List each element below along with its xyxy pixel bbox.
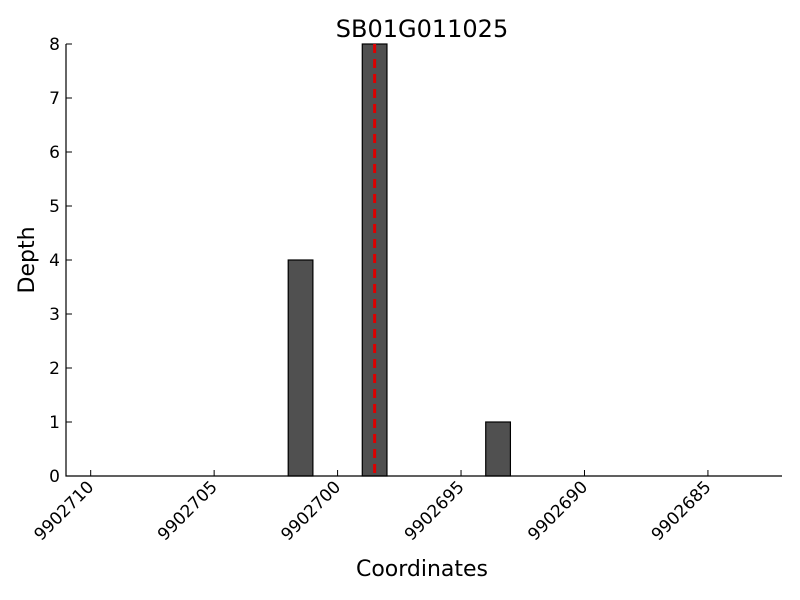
y-tick-label: 4: [49, 251, 60, 271]
y-tick-label: 3: [49, 305, 60, 325]
y-tick-label: 2: [49, 359, 60, 379]
y-tick-label: 8: [49, 35, 60, 55]
chart-title: SB01G011025: [336, 15, 508, 43]
bar: [287, 259, 314, 477]
x-tick-label: 9902685: [648, 477, 716, 545]
y-axis-label: Depth: [15, 226, 40, 293]
x-tick-label: 9902705: [154, 477, 222, 545]
axes-frame: [65, 44, 782, 477]
y-tick-label: 7: [49, 89, 60, 109]
x-tick-label: 9902710: [31, 477, 99, 545]
x-tick-label: 9902700: [277, 477, 345, 545]
bars-group: [287, 43, 512, 477]
y-tick-label: 5: [49, 197, 60, 217]
y-tick-label: 6: [49, 143, 60, 163]
x-tick-label: 9902690: [524, 477, 592, 545]
y-tick-label: 0: [49, 467, 60, 487]
y-tick-label: 1: [49, 413, 60, 433]
x-tick-label: 9902695: [401, 477, 469, 545]
x-axis-label: Coordinates: [356, 557, 488, 582]
bar: [485, 421, 512, 477]
